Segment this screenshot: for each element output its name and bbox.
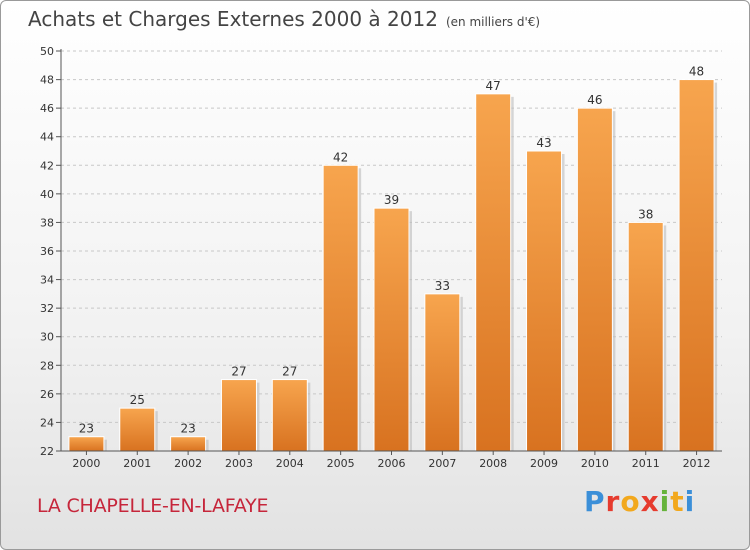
bar [373,207,410,452]
bar [576,107,613,452]
data-label: 48 [689,65,704,79]
chart-title: Achats et Charges Externes 2000 à 2012 (e… [28,7,540,31]
x-tick-label: 2003 [225,457,253,470]
data-label: 43 [536,136,551,150]
y-tick-label: 46 [40,102,54,115]
y-tick-label: 40 [40,188,54,201]
axes: 22 24 26 28 30 32 34 36 38 40 42 44 46 48 50 2000 2001 20… [40,45,722,470]
commune-name: LA CHAPELLE-EN-LAFAYE [37,495,269,517]
bar [424,293,461,452]
x-tick-label: 2010 [581,457,609,470]
x-tick-label: 2009 [530,457,558,470]
y-tick-label: 26 [40,388,54,401]
data-label: 27 [282,365,297,379]
bar [220,379,257,452]
proxiti-logo: Proxiti [584,485,696,518]
x-tick-label: 2005 [327,457,355,470]
y-tick-label: 50 [40,45,54,58]
data-label: 42 [333,150,348,164]
data-label: 33 [435,279,450,293]
x-tick-label: 2008 [479,457,507,470]
x-tick-label: 2001 [123,457,151,470]
data-labels: 23 25 23 27 27 42 39 33 47 43 46 38 48 [79,65,704,436]
chart-subtitle: (en milliers d'€) [445,15,541,29]
data-label: 47 [486,79,501,93]
bar [170,436,207,452]
bar [68,436,105,452]
data-label: 27 [231,365,246,379]
x-tick-label: 2007 [428,457,456,470]
y-tick-label: 30 [40,331,54,344]
x-tick-label: 2002 [174,457,202,470]
bar [271,379,308,452]
y-tick-label: 34 [40,274,54,287]
data-label: 38 [638,207,653,221]
y-tick-label: 38 [40,216,54,229]
data-label: 46 [587,93,602,107]
y-tick-label: 44 [40,131,54,144]
x-tick-label: 2006 [378,457,406,470]
data-label: 23 [79,422,94,436]
y-tick-label: 24 [40,416,54,429]
bar [475,93,512,452]
y-tick-label: 42 [40,159,54,172]
x-tick-label: 2012 [683,457,711,470]
bar [526,150,563,452]
data-label: 25 [130,393,145,407]
bar [322,164,359,452]
y-tick-label: 28 [40,359,54,372]
bar [678,79,715,452]
title-text: Achats et Charges Externes 2000 à 2012 [28,7,438,31]
x-tick-label: 2000 [72,457,100,470]
y-tick-label: 32 [40,302,54,315]
x-tick-label: 2011 [632,457,660,470]
y-tick-label: 22 [40,445,54,458]
bar [119,407,156,452]
bars [68,79,718,452]
y-tick-label: 48 [40,74,54,87]
x-tick-label: 2004 [276,457,304,470]
y-tick-label: 36 [40,245,54,258]
data-label: 39 [384,193,399,207]
data-label: 23 [180,422,195,436]
bar [627,221,664,452]
